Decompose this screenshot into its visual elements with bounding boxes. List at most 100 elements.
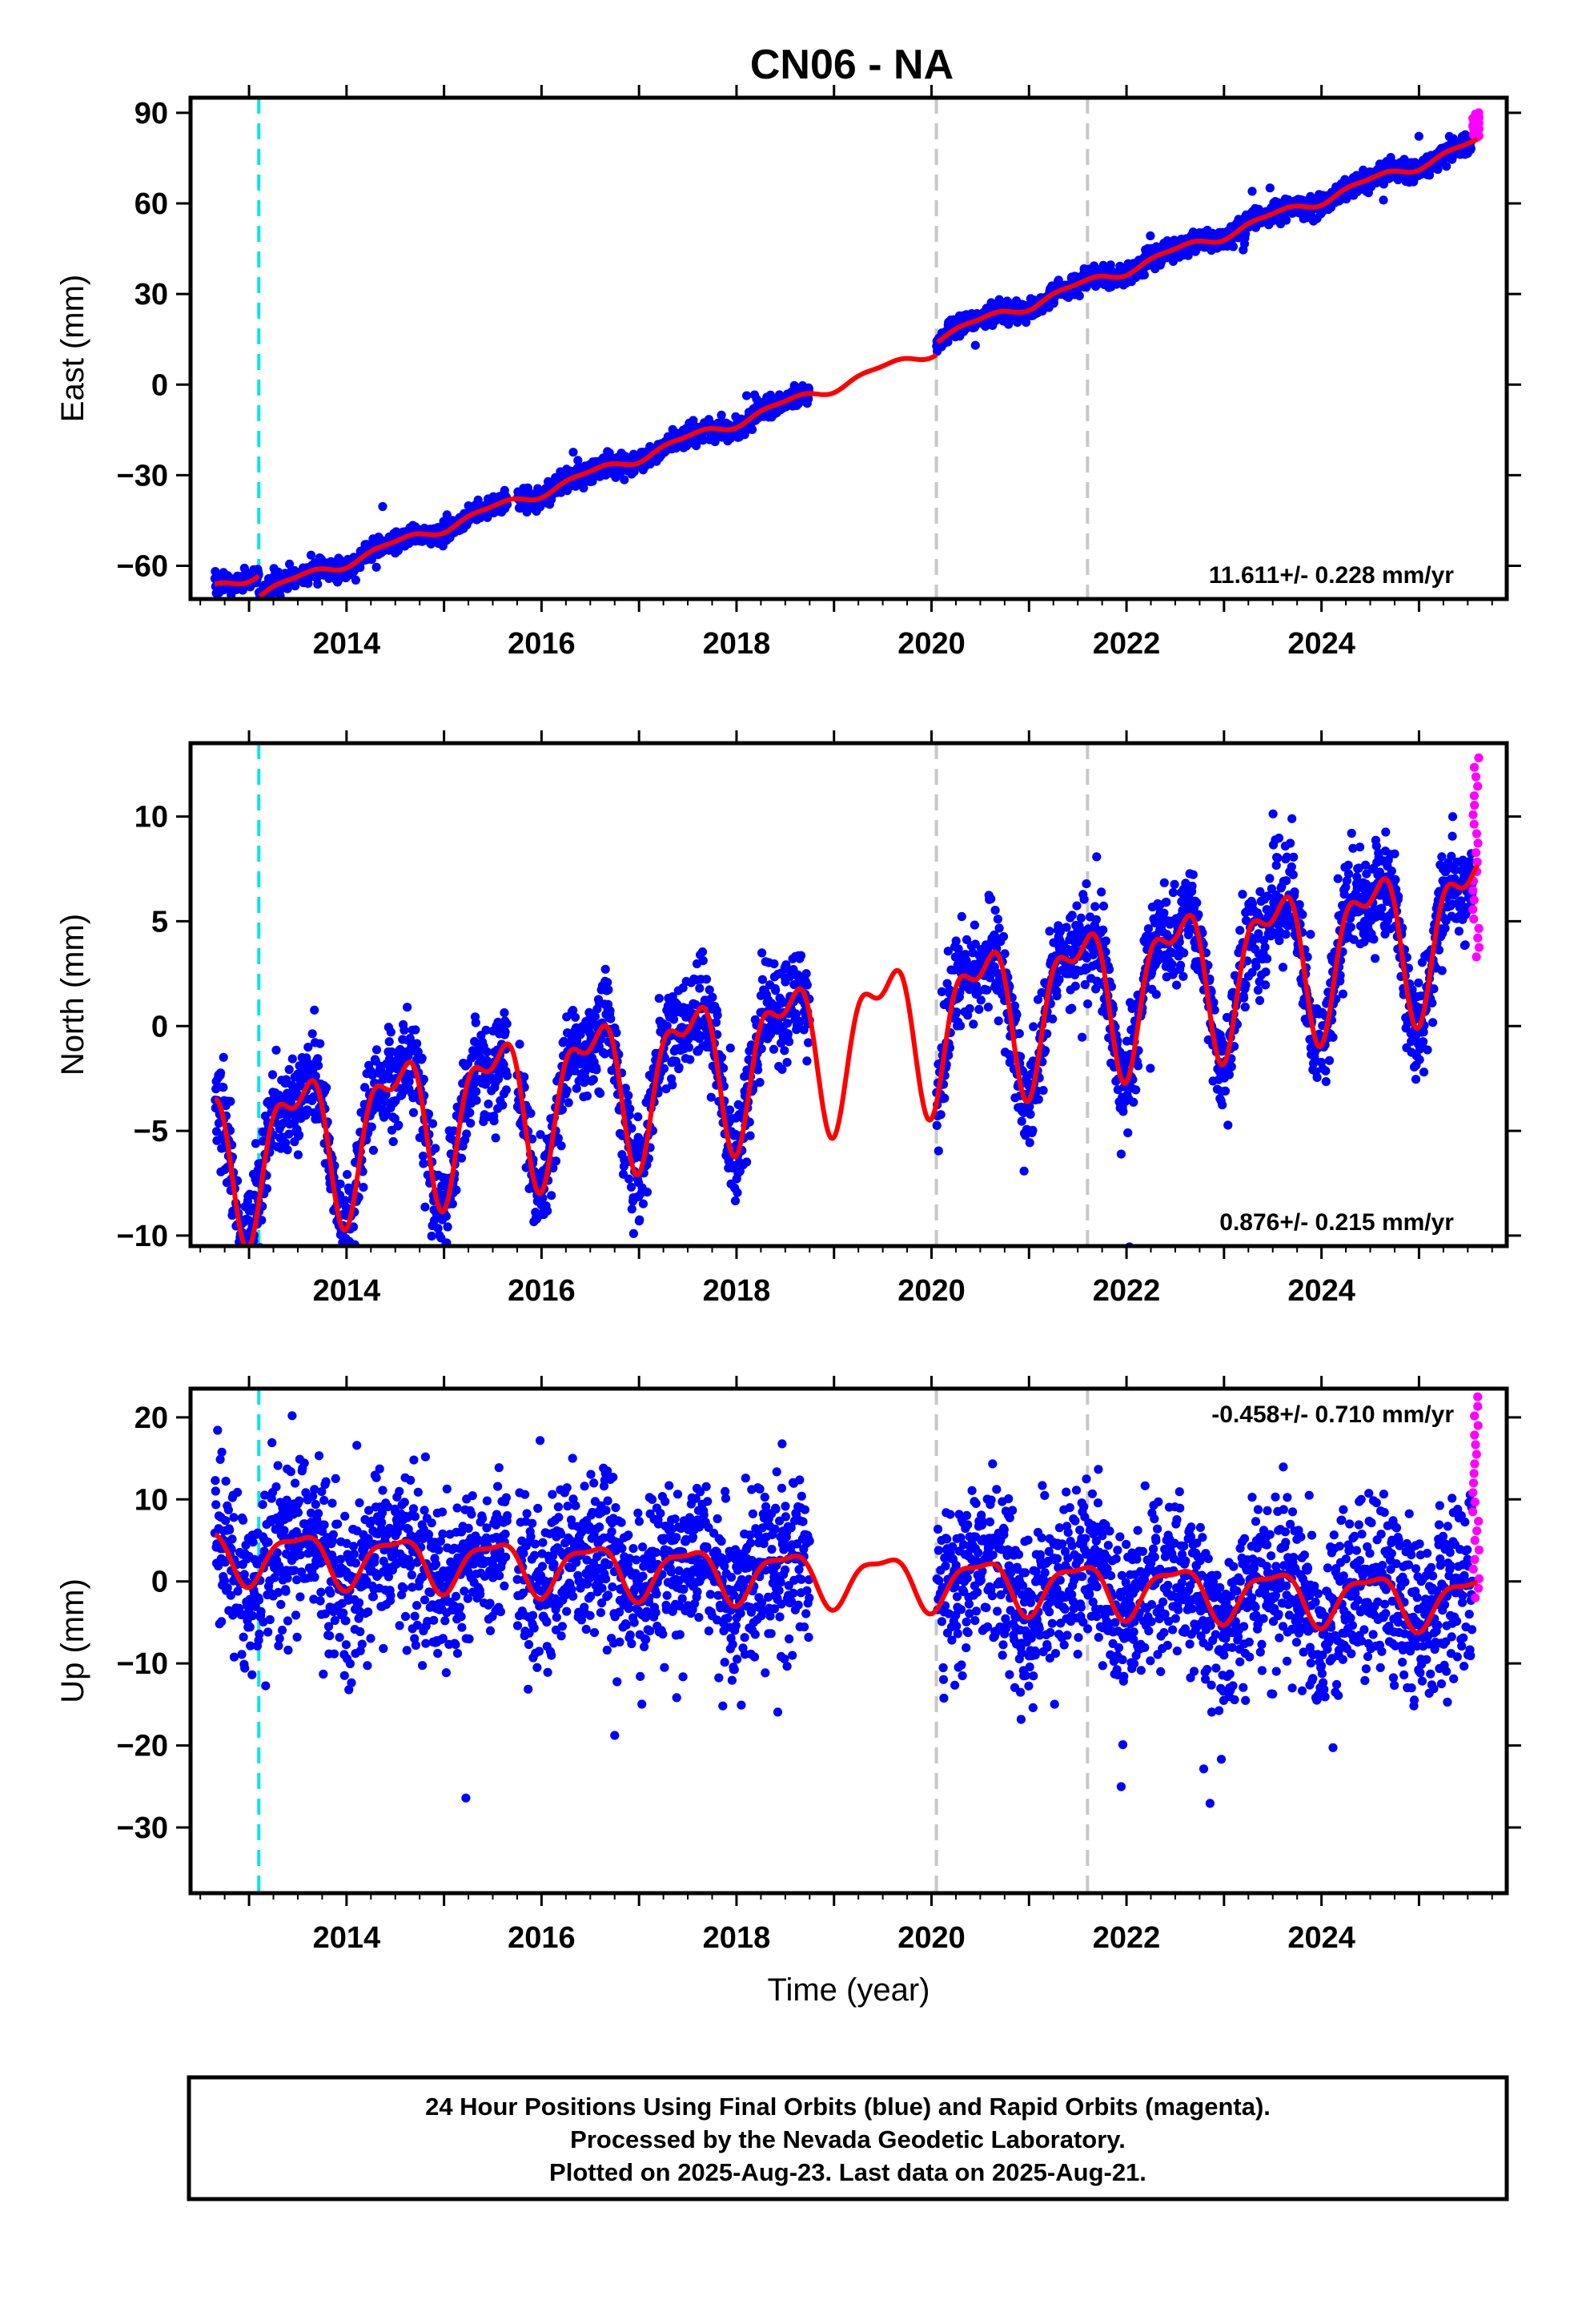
data-point — [314, 1061, 323, 1071]
data-point — [717, 410, 726, 420]
data-point — [1282, 215, 1291, 225]
data-point — [698, 436, 708, 445]
data-point — [771, 986, 781, 995]
data-point — [965, 1003, 974, 1014]
data-point — [348, 1222, 359, 1232]
data-point — [472, 1096, 481, 1105]
data-point — [976, 995, 986, 1005]
data-point — [281, 1138, 291, 1148]
rapid-point — [1474, 108, 1484, 118]
data-point — [570, 1012, 580, 1022]
data-point — [448, 1199, 457, 1208]
data-point — [408, 1108, 419, 1117]
data-point — [284, 1064, 294, 1075]
data-point — [706, 1092, 716, 1102]
data-point — [628, 1228, 639, 1238]
data-point — [466, 1119, 476, 1128]
data-point — [1442, 162, 1452, 171]
data-point — [1025, 1138, 1034, 1148]
data-point — [708, 992, 717, 1002]
data-point — [283, 1145, 292, 1155]
data-point — [393, 545, 403, 556]
data-point — [932, 1120, 942, 1130]
data-point — [748, 424, 757, 435]
data-point — [769, 959, 779, 969]
data-point — [443, 1222, 452, 1232]
data-point — [351, 575, 360, 585]
data-point — [620, 475, 629, 485]
data-point — [355, 563, 365, 573]
data-point — [801, 969, 811, 979]
data-point — [1026, 1109, 1035, 1119]
data-point — [990, 906, 1000, 915]
data-point — [287, 1054, 297, 1063]
data-point — [742, 1157, 752, 1167]
y-tick-label: 90 — [135, 97, 168, 131]
chart-title: CN06 - NA — [750, 42, 954, 88]
data-point — [604, 448, 614, 458]
data-point — [1054, 975, 1064, 984]
data-point — [322, 1083, 331, 1092]
data-point — [390, 1114, 400, 1124]
data-point — [1146, 231, 1155, 241]
data-point — [940, 1093, 950, 1103]
data-point — [970, 920, 979, 930]
data-point — [730, 1196, 741, 1206]
data-point — [262, 1184, 271, 1193]
data-point — [412, 1039, 422, 1048]
data-point — [285, 559, 295, 569]
data-point — [419, 1159, 428, 1168]
data-point — [419, 1075, 428, 1084]
data-point — [802, 980, 812, 990]
data-point — [1019, 1166, 1029, 1176]
data-point — [404, 1077, 414, 1087]
data-point — [562, 1086, 572, 1096]
data-point — [974, 1004, 984, 1014]
data-point — [400, 1025, 409, 1035]
data-point — [936, 1110, 946, 1120]
data-point — [503, 1071, 512, 1080]
data-point — [635, 1215, 644, 1224]
data-point — [303, 1043, 313, 1052]
data-point — [659, 1063, 669, 1073]
data-point — [934, 1146, 943, 1156]
data-point — [284, 1129, 294, 1139]
data-point — [428, 1119, 438, 1128]
data-point — [1379, 195, 1388, 205]
data-point — [360, 1083, 370, 1092]
data-point — [251, 1139, 260, 1148]
x-tick-label: 2024 — [1287, 627, 1355, 661]
data-point — [452, 1185, 461, 1195]
data-point — [970, 340, 980, 350]
data-point — [267, 1070, 278, 1080]
data-point — [605, 1006, 615, 1015]
data-point — [394, 1120, 404, 1130]
data-point — [219, 1052, 228, 1062]
data-point — [315, 1039, 325, 1048]
data-point — [969, 1019, 978, 1029]
data-point — [367, 1122, 376, 1132]
data-point — [306, 550, 316, 560]
data-point — [1052, 991, 1062, 1001]
data-point — [371, 1045, 382, 1055]
data-point — [1466, 143, 1476, 154]
data-point — [802, 1056, 812, 1066]
data-point — [491, 1133, 500, 1143]
data-point — [785, 1037, 794, 1047]
data-point — [993, 915, 1002, 924]
plot-frame — [188, 95, 1509, 601]
y-tick-label: 0 — [151, 368, 168, 402]
data-point — [378, 501, 387, 512]
data-point — [335, 1179, 345, 1189]
data-point — [983, 1003, 993, 1012]
data-point — [293, 1150, 303, 1160]
data-point — [556, 1141, 566, 1151]
data-point — [957, 911, 966, 922]
data-point — [633, 1112, 643, 1122]
y-axis-label: East (mm) — [55, 275, 90, 422]
data-point — [313, 1054, 323, 1063]
data-point — [568, 448, 578, 457]
data-point — [1265, 183, 1275, 193]
data-point — [226, 1096, 235, 1106]
